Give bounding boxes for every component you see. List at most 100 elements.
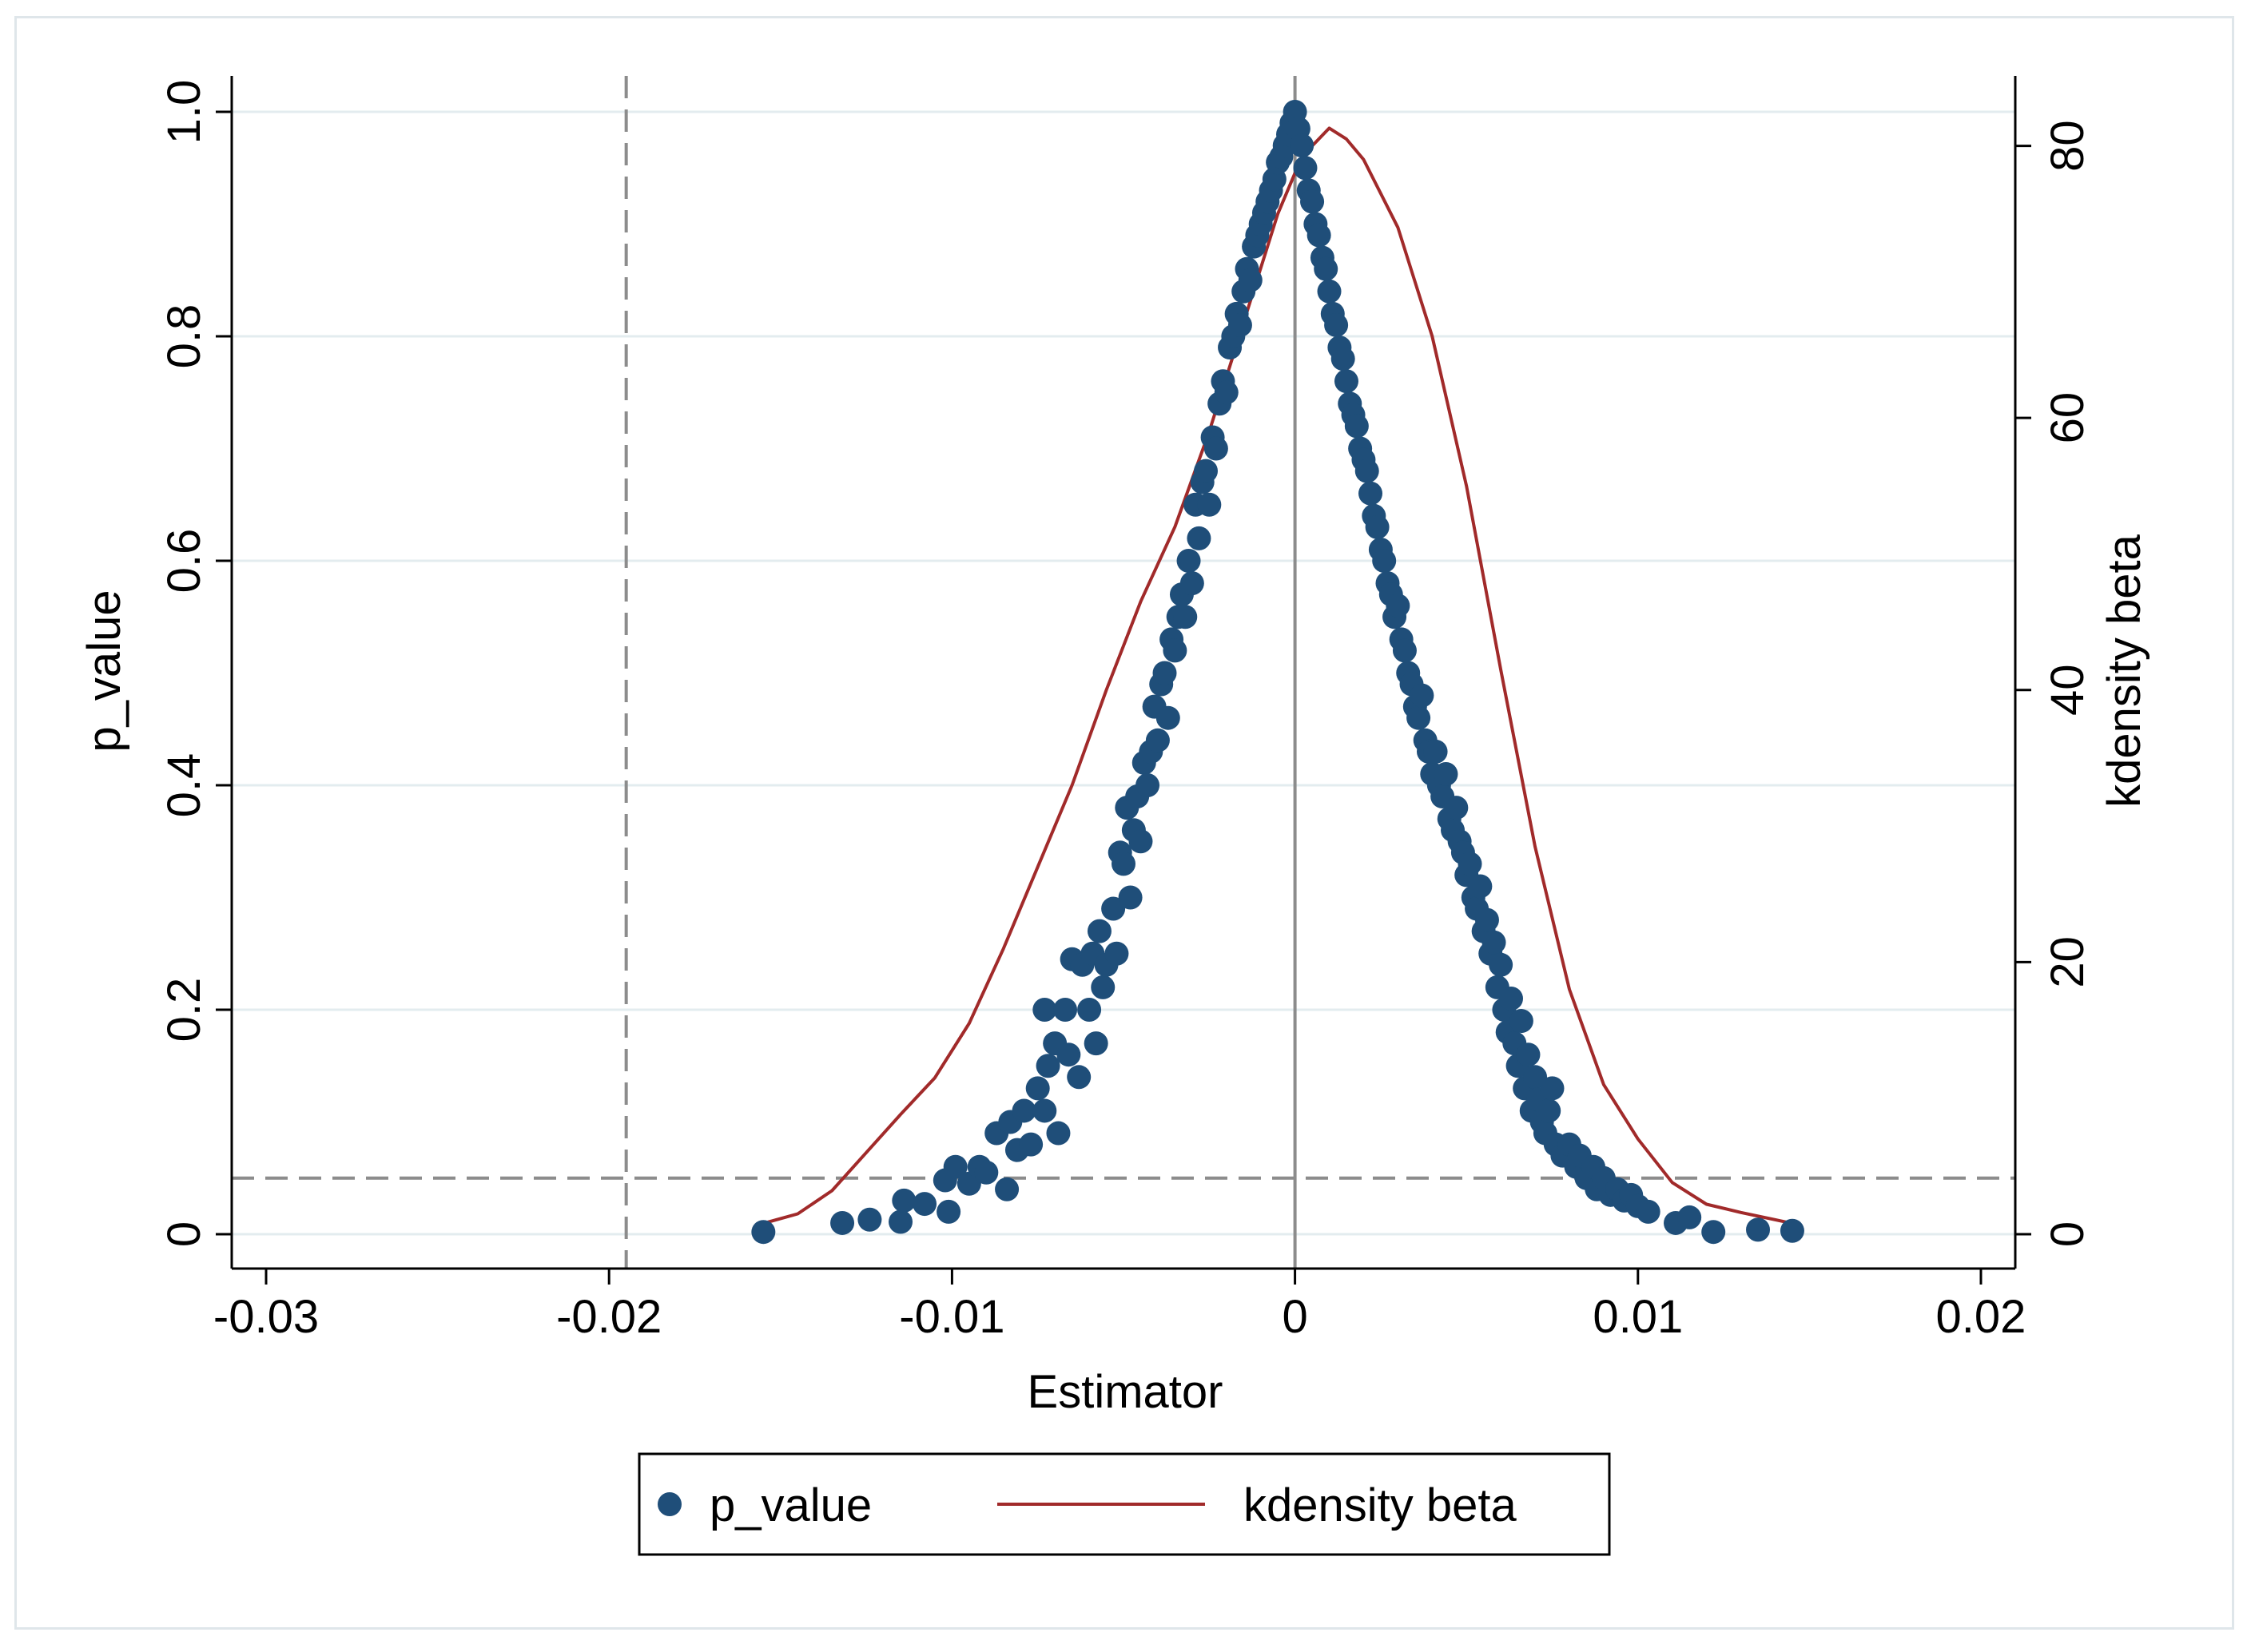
y-tick-label-0: 0 [158,1221,210,1247]
p-value-point-180 [1677,1205,1702,1229]
p-value-point-120 [1392,638,1417,663]
p-value-point-97 [1314,256,1338,281]
y2-tick-label-1: 20 [2042,936,2094,988]
p-value-point-182 [1746,1217,1771,1242]
p-value-point-154 [1509,1009,1533,1034]
p-value-point-24 [1053,998,1078,1022]
legend-marker-p-value [658,1492,682,1516]
p-value-point-16 [1012,1098,1036,1123]
p-value-point-4 [892,1188,917,1213]
p-value-point-135 [1444,796,1469,820]
p-value-point-45 [1135,773,1160,797]
p-value-point-146 [1481,930,1506,955]
p-value-point-72 [1227,312,1252,337]
y-axis-title: p_value [78,590,130,752]
legend-label-p-value: p_value [710,1479,872,1531]
ticks: -0.03 -0.02 -0.01 0 0.01 0.02 0 0.2 0.4 0.6 0.8 1.0… [158,80,2094,1343]
x-tick-label-1: -0.02 [556,1291,662,1343]
p-value-point-56 [1173,605,1198,629]
p-value-point-183 [1780,1218,1804,1243]
p-value-point-75 [1238,268,1263,292]
chart-frame [14,16,2234,1630]
p-value-point-33 [1091,975,1116,999]
p-value-point-0 [751,1220,776,1245]
p-value-point-58 [1179,571,1204,596]
x-tick-label-4: 0.01 [1593,1291,1683,1343]
p-value-point-60 [1187,526,1211,550]
p-value-point-109 [1354,459,1379,483]
p-value-point-93 [1300,189,1325,214]
p-value-point-19 [1032,1098,1057,1123]
p-value-point-142 [1468,874,1493,899]
p-value-point-38 [1112,852,1135,876]
x-tick-label-5: 0.02 [1936,1291,2026,1343]
p-value-series [751,100,1804,1245]
y-tick-label-1: 0.2 [158,978,210,1042]
p-value-point-11 [974,1160,999,1185]
p-value-point-62 [1194,459,1219,483]
y2-tick-label-3: 60 [2042,392,2094,444]
p-value-point-98 [1317,279,1342,304]
p-value-point-51 [1155,705,1180,730]
p-value-point-50 [1152,661,1177,685]
p-value-point-5 [913,1192,937,1217]
y-tick-label-4: 0.8 [158,304,210,369]
x-axis-title: Estimator [1028,1366,1223,1418]
p-value-point-144 [1474,907,1499,932]
p-value-point-48 [1145,728,1170,753]
x-tick-label-2: -0.01 [899,1291,1004,1343]
p-value-point-18 [1025,1076,1050,1101]
y2-axis-title: kdensity beta [2098,534,2150,808]
p-value-point-27 [1067,1065,1092,1090]
p-value-point-148 [1489,952,1513,977]
kdensity-line [762,126,1793,1225]
p-value-point-110 [1358,481,1383,506]
p-value-point-57 [1176,549,1201,573]
p-value-point-151 [1498,986,1523,1011]
axes [230,76,2017,1270]
p-value-point-31 [1084,1031,1108,1056]
p-value-point-124 [1406,705,1431,730]
p-value-point-17 [1019,1132,1044,1157]
y2-tick-label-0: 0 [2042,1221,2094,1247]
gridlines [232,110,2015,1236]
p-value-point-65 [1203,436,1228,461]
p-value-point-100 [1324,312,1349,337]
p-value-point-36 [1104,941,1129,966]
p-value-point-102 [1330,347,1355,371]
p-value-point-114 [1372,549,1397,573]
p-value-point-23 [1046,1121,1071,1146]
p-value-point-21 [1032,998,1057,1022]
legend: p_value kdensity beta [638,1452,1611,1556]
p-value-point-103 [1334,369,1358,394]
p-value-point-162 [1537,1098,1561,1123]
p-value-point-40 [1118,885,1143,910]
y2-tick-label-4: 80 [2042,120,2094,172]
p-value-point-106 [1344,414,1369,439]
p-value-point-32 [1087,919,1112,943]
p-value-point-132 [1434,761,1458,786]
y-tick-label-2: 0.4 [158,753,210,818]
p-value-point-8 [943,1154,968,1179]
reference-lines [232,76,2015,1269]
p-value-point-3 [889,1209,913,1234]
legend-label-kdensity: kdensity beta [1243,1479,1517,1531]
p-value-point-35 [1101,896,1126,921]
kdensity-series [762,126,1793,1225]
y2-tick-label-2: 40 [2042,665,2094,717]
p-value-point-2 [857,1207,882,1232]
y-tick-label-3: 0.6 [158,529,210,594]
p-value-point-181 [1701,1220,1726,1245]
p-value-point-1 [830,1210,855,1235]
p-value-point-163 [1540,1076,1565,1101]
p-value-point-91 [1293,156,1318,181]
p-value-point-125 [1410,683,1434,708]
p-value-point-156 [1516,1042,1541,1067]
p-value-point-43 [1128,829,1153,854]
p-value-point-12 [995,1177,1020,1201]
p-value-point-112 [1365,514,1390,539]
p-value-point-63 [1197,492,1222,517]
p-value-point-158 [1523,1065,1548,1090]
x-tick-label-3: 0 [1282,1291,1307,1343]
